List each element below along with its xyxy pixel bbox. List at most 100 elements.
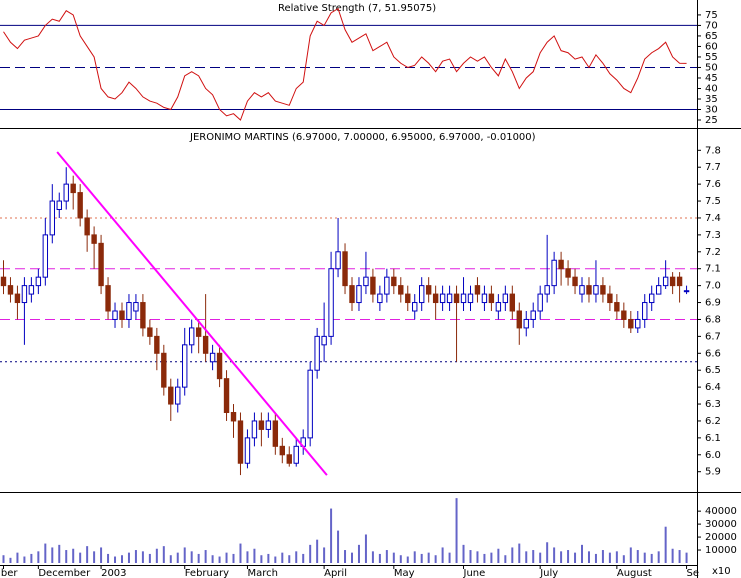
candle-body bbox=[195, 327, 202, 337]
y-tick-label: 60 bbox=[705, 41, 718, 52]
candle-body bbox=[614, 302, 620, 312]
x-tick-label: 2003 bbox=[101, 568, 126, 578]
candle-body bbox=[419, 285, 425, 304]
y-tick-label: 75 bbox=[705, 10, 718, 21]
candle-body bbox=[42, 234, 49, 278]
candle-body bbox=[593, 285, 599, 295]
y-tick-label: 6.0 bbox=[705, 450, 721, 461]
candle-body bbox=[77, 192, 83, 219]
y-tick-label: 65 bbox=[705, 31, 718, 42]
y-tick-label: 5.9 bbox=[705, 467, 721, 478]
candle-body bbox=[182, 344, 188, 388]
y-tick-label: 35 bbox=[705, 94, 718, 105]
candle-body bbox=[607, 293, 613, 304]
y-tick-label: 6.2 bbox=[705, 416, 721, 427]
candle-body bbox=[237, 420, 244, 464]
x-tick-label: Se bbox=[687, 568, 700, 578]
candle-body bbox=[446, 293, 453, 304]
candle-body bbox=[286, 454, 292, 464]
candle-body bbox=[676, 276, 683, 287]
candle-body bbox=[175, 386, 181, 405]
candle-body bbox=[112, 310, 118, 320]
y-tick-label: 40 bbox=[705, 83, 718, 94]
candle-body bbox=[621, 310, 627, 320]
y-tick-label: 6.9 bbox=[705, 298, 721, 309]
y-tick-label: 6.4 bbox=[705, 382, 721, 393]
y-tick-label: 7.7 bbox=[705, 162, 721, 173]
candle-body bbox=[349, 285, 355, 304]
candle-body bbox=[377, 293, 383, 304]
y-tick-label: 7.6 bbox=[705, 179, 721, 190]
candle-body bbox=[244, 437, 251, 464]
candle-body bbox=[370, 276, 376, 295]
candle-body bbox=[84, 217, 90, 236]
candle-body bbox=[439, 293, 446, 304]
candle-body bbox=[488, 293, 495, 304]
candle-body bbox=[432, 293, 439, 304]
y-tick-label: 7.3 bbox=[705, 230, 721, 241]
candle-body bbox=[28, 285, 35, 295]
candle-body bbox=[279, 445, 286, 456]
candle-body bbox=[453, 293, 460, 304]
candle-body bbox=[628, 318, 634, 329]
y-tick-label: 40000 bbox=[705, 506, 737, 517]
candle-body bbox=[188, 327, 195, 346]
candle-body bbox=[655, 285, 662, 295]
x-tick-label: August bbox=[617, 568, 652, 578]
candle-body bbox=[216, 352, 223, 380]
candle-body bbox=[600, 285, 606, 295]
candle-body bbox=[537, 293, 543, 312]
candle-body bbox=[314, 335, 320, 371]
x-tick-label: March bbox=[247, 568, 277, 578]
candle-body bbox=[209, 352, 216, 363]
y-tick-label: 45 bbox=[705, 73, 718, 84]
candle-body bbox=[202, 335, 209, 354]
candle-body bbox=[56, 200, 62, 211]
candle-body bbox=[35, 276, 42, 287]
rsi-line bbox=[3, 7, 687, 121]
candle-body bbox=[7, 285, 14, 295]
candle-body bbox=[669, 276, 676, 287]
candle-body bbox=[168, 386, 174, 405]
candle-body bbox=[635, 318, 641, 329]
candle-body bbox=[398, 285, 404, 295]
x-tick-label: July bbox=[539, 568, 558, 578]
y-tick-label: 6.5 bbox=[705, 365, 721, 376]
candle-body bbox=[481, 293, 488, 304]
candle-body bbox=[272, 420, 279, 447]
candle-body bbox=[642, 302, 648, 320]
candle-body bbox=[258, 420, 265, 430]
y-tick-label: 6.8 bbox=[705, 314, 721, 325]
y-tick-label: 6.7 bbox=[705, 331, 721, 342]
candle-body bbox=[91, 234, 97, 244]
y-tick-label: 20000 bbox=[705, 532, 737, 543]
y-tick-label: 7.0 bbox=[705, 281, 721, 292]
x-tick-label: December bbox=[38, 568, 91, 578]
candle-body bbox=[335, 251, 341, 270]
y-tick-label: 7.5 bbox=[705, 196, 721, 207]
candle-body bbox=[265, 420, 272, 430]
candle-body bbox=[49, 200, 55, 236]
candle-body bbox=[523, 318, 529, 329]
candle-body bbox=[530, 310, 536, 320]
candle-body bbox=[509, 293, 516, 312]
x-tick-label: June bbox=[463, 568, 486, 578]
y-tick-label: 6.6 bbox=[705, 348, 721, 359]
candle-body bbox=[579, 285, 585, 295]
y-tick-label: 55 bbox=[705, 52, 718, 63]
y-tick-label: 7.4 bbox=[705, 213, 721, 224]
candle-body bbox=[328, 268, 334, 337]
x-tick-label: May bbox=[394, 568, 415, 578]
x-tick-label: ber bbox=[1, 568, 19, 578]
price-title: JERONIMO MARTINS (6.97000, 7.00000, 6.95… bbox=[189, 132, 536, 143]
candle-body bbox=[516, 310, 522, 329]
y-tick-label: 7.1 bbox=[705, 264, 721, 275]
candle-body bbox=[154, 335, 160, 354]
candle-body bbox=[251, 420, 258, 439]
candle-body bbox=[495, 302, 502, 312]
candle-body bbox=[572, 276, 578, 287]
y-tick-label: 7.8 bbox=[705, 145, 721, 156]
candle-body bbox=[460, 293, 467, 304]
candle-body bbox=[147, 327, 153, 337]
